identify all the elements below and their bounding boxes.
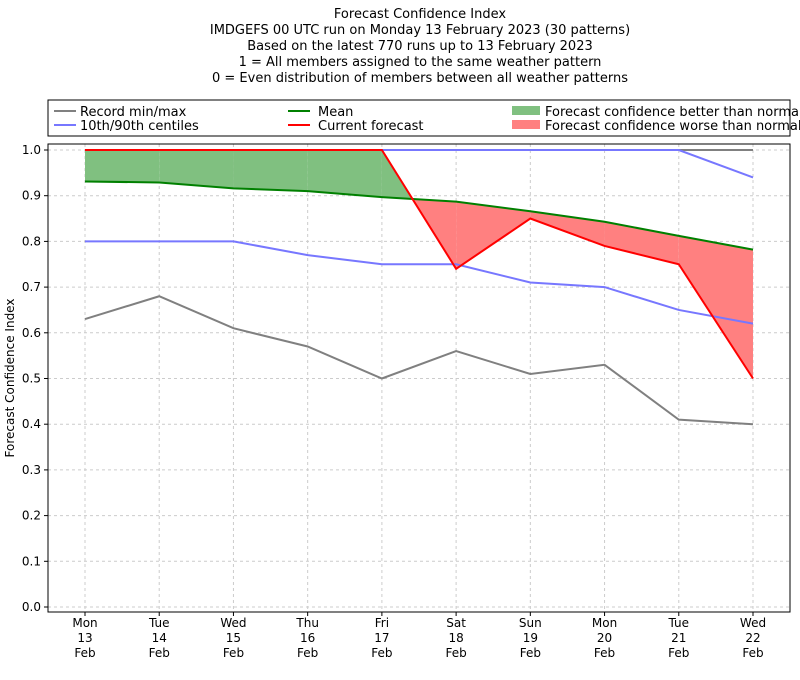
x-tick-label: Feb — [149, 646, 170, 660]
title-line-3: 1 = All members assigned to the same wea… — [239, 55, 602, 70]
x-tick-label: Feb — [445, 646, 466, 660]
centile-10-line — [85, 240, 754, 325]
y-tick-label: 0.7 — [22, 280, 41, 294]
legend-mean: Mean — [318, 105, 353, 120]
x-tick-label: 17 — [374, 631, 389, 645]
title-line-1: IMDGEFS 00 UTC run on Monday 13 February… — [210, 23, 630, 38]
x-tick-label: Feb — [520, 646, 541, 660]
title-line-2: Based on the latest 770 runs up to 13 Fe… — [247, 39, 592, 54]
title-line-4: 0 = Even distribution of members between… — [212, 71, 628, 86]
x-tick-label: Wed — [220, 616, 246, 630]
y-tick-label: 0.1 — [22, 554, 41, 568]
x-tick-label: 19 — [523, 631, 538, 645]
x-tick-label: 21 — [671, 631, 686, 645]
y-tick-label: 0.6 — [22, 326, 41, 340]
y-tick-label: 0.0 — [22, 600, 41, 614]
x-tick-label: 13 — [77, 631, 92, 645]
x-tick-label: Mon — [592, 616, 617, 630]
x-tick-label: 22 — [745, 631, 760, 645]
worse-than-normal-area — [456, 201, 531, 269]
x-tick-label: Fri — [375, 616, 389, 630]
y-tick-label: 1.0 — [22, 143, 41, 157]
x-tick-label: Feb — [297, 646, 318, 660]
x-tick-label: Wed — [740, 616, 766, 630]
better-than-normal-area — [159, 150, 234, 189]
x-tick-label: Feb — [594, 646, 615, 660]
legend-better: Forecast confidence better than normal — [545, 105, 800, 120]
x-tick-label: Tue — [148, 616, 170, 630]
x-tick-label: 14 — [152, 631, 167, 645]
x-tick-label: Sat — [446, 616, 466, 630]
x-tick-label: 18 — [448, 631, 463, 645]
x-tick-label: Mon — [72, 616, 97, 630]
better-than-normal-area — [85, 150, 160, 183]
axes: 0.00.10.20.30.40.50.60.70.80.91.0Mon13Fe… — [22, 143, 766, 660]
x-tick-label: 16 — [300, 631, 315, 645]
legend-frame — [47, 99, 791, 137]
x-tick-label: Feb — [371, 646, 392, 660]
x-tick-label: Thu — [295, 616, 319, 630]
y-tick-label: 0.2 — [22, 509, 41, 523]
x-tick-label: Sun — [519, 616, 542, 630]
worse-than-normal-area — [604, 221, 679, 265]
x-tick-label: Tue — [668, 616, 690, 630]
x-tick-label: Feb — [742, 646, 763, 660]
x-tick-label: Feb — [74, 646, 95, 660]
x-tick-label: Feb — [223, 646, 244, 660]
better-than-normal-area — [307, 150, 382, 198]
x-tick-label: 20 — [597, 631, 612, 645]
series-lines — [84, 149, 754, 426]
y-tick-label: 0.9 — [22, 189, 41, 203]
legend-current: Current forecast — [318, 119, 424, 134]
worse-than-normal-area — [678, 235, 753, 379]
legend-worse: Forecast confidence worse than normal — [545, 119, 800, 134]
title-line-0: Forecast Confidence Index — [334, 7, 506, 22]
y-axis-label: Forecast Confidence Index — [3, 299, 17, 458]
x-tick-label: 15 — [226, 631, 241, 645]
y-tick-label: 0.8 — [22, 234, 41, 248]
current-forecast-line — [85, 149, 754, 380]
y-tick-label: 0.3 — [22, 463, 41, 477]
legend-swatch-worse — [512, 120, 540, 129]
legend-record: Record min/max — [80, 105, 187, 120]
y-tick-label: 0.5 — [22, 372, 41, 386]
record-min-line — [84, 295, 754, 426]
legend-swatch-better — [512, 106, 540, 115]
legend-centiles: 10th/90th centiles — [80, 119, 199, 134]
y-tick-label: 0.4 — [22, 417, 41, 431]
legend: Record min/max 10th/90th centiles Mean C… — [47, 99, 800, 137]
x-tick-label: Feb — [668, 646, 689, 660]
mean-line — [84, 180, 754, 251]
grid — [48, 144, 790, 612]
better-than-normal-area — [233, 150, 308, 192]
